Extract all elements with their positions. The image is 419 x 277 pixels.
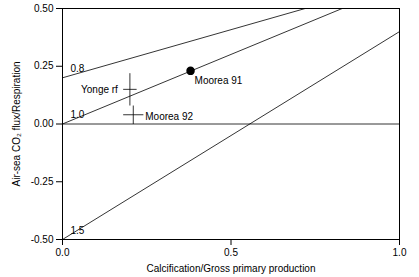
- svg-text:-0.50: -0.50: [31, 234, 54, 245]
- svg-text:1.0: 1.0: [71, 109, 85, 120]
- svg-text:1.0: 1.0: [393, 247, 407, 258]
- svg-text:0.25: 0.25: [34, 60, 54, 71]
- svg-text:0.5: 0.5: [224, 247, 238, 258]
- svg-text:Moorea 92: Moorea 92: [145, 111, 193, 122]
- svg-text:0.8: 0.8: [71, 63, 85, 74]
- svg-text:Moorea 91: Moorea 91: [195, 75, 243, 86]
- svg-text:Air-sea CO₂ flux/Respiration: Air-sea CO₂ flux/Respiration: [11, 61, 22, 186]
- svg-text:-0.25: -0.25: [31, 176, 54, 187]
- svg-text:0.0: 0.0: [56, 247, 70, 258]
- svg-text:1.5: 1.5: [71, 225, 85, 236]
- svg-text:Yonge rf: Yonge rf: [81, 84, 118, 95]
- svg-text:0.00: 0.00: [34, 118, 54, 129]
- svg-text:0.50: 0.50: [34, 3, 54, 14]
- svg-text:Calcification/Gross primary pr: Calcification/Gross primary production: [147, 263, 316, 274]
